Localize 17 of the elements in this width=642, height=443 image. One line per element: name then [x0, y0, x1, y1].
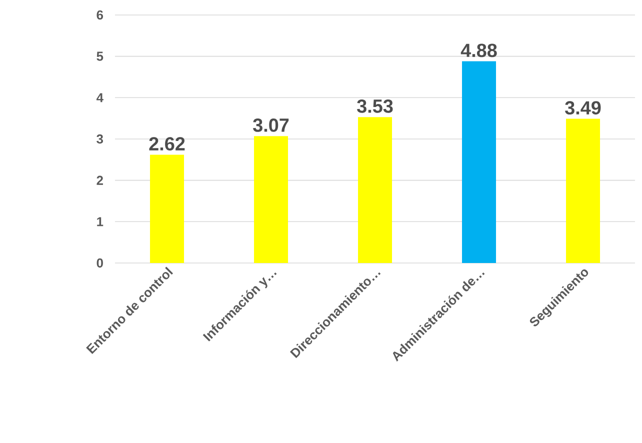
y-tick-label: 5 [96, 52, 104, 61]
bar [462, 61, 496, 263]
y-tick-label: 1 [97, 217, 104, 226]
y-tick-label: 3 [96, 134, 104, 144]
data-label: 3.07 [253, 118, 289, 132]
bar [566, 118, 600, 263]
data-label: 3.49 [565, 101, 601, 115]
y-tick-label: 2 [96, 176, 103, 185]
bar [358, 117, 392, 263]
data-label: 3.53 [357, 99, 393, 113]
data-label: 2.62 [149, 137, 185, 151]
bar [254, 136, 288, 263]
data-label: 4.88 [460, 44, 497, 58]
bar [150, 154, 184, 263]
y-tick-label: 4 [96, 93, 104, 102]
y-tick-label: 0 [96, 258, 103, 268]
y-tick-label: 6 [96, 10, 104, 20]
